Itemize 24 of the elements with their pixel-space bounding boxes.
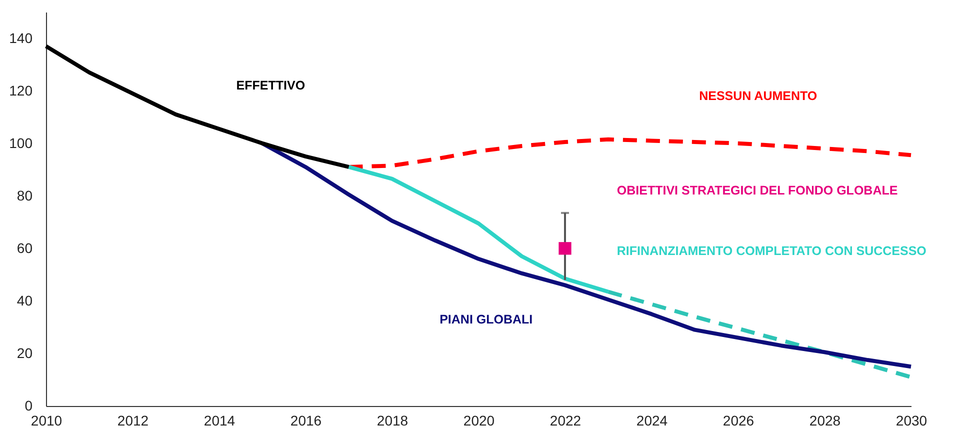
text: EFFETTIVO [236, 78, 306, 93]
x-tick-label: 2028 [809, 412, 841, 428]
y-tick-label: 60 [16, 240, 33, 256]
y-tick-label: 40 [16, 292, 33, 308]
text: OBIETTIVI STRATEGICI DEL FONDO GLOBALE [616, 184, 898, 198]
x-tick-label: 2024 [636, 412, 668, 428]
x-tick-label: 2018 [376, 412, 408, 428]
x-tick-label: 2030 [896, 412, 928, 428]
text: RIFINANZIAMENTO COMPLETATO CON SUCCESSO [616, 244, 927, 258]
x-tick-label: 2020 [463, 412, 495, 428]
x-tick-label: 2014 [204, 412, 236, 428]
y-tick-label: 20 [16, 344, 33, 361]
y-tick-label: 100 [9, 134, 33, 151]
y-tick-label: 0 [24, 398, 33, 414]
x-tick-label: 2016 [290, 412, 322, 428]
text: NESSUN AUMENTO [699, 89, 818, 104]
x-tick-label: 2022 [550, 412, 582, 428]
x-tick-label: 2010 [30, 412, 62, 428]
x-tick-label: 2012 [117, 412, 149, 428]
text: PIANI GLOBALI [440, 312, 533, 326]
y-tick-label: 140 [9, 30, 33, 46]
y-tick-label: 80 [16, 187, 33, 204]
x-tick-label: 2026 [722, 412, 754, 428]
y-tick-label: 120 [9, 82, 33, 98]
